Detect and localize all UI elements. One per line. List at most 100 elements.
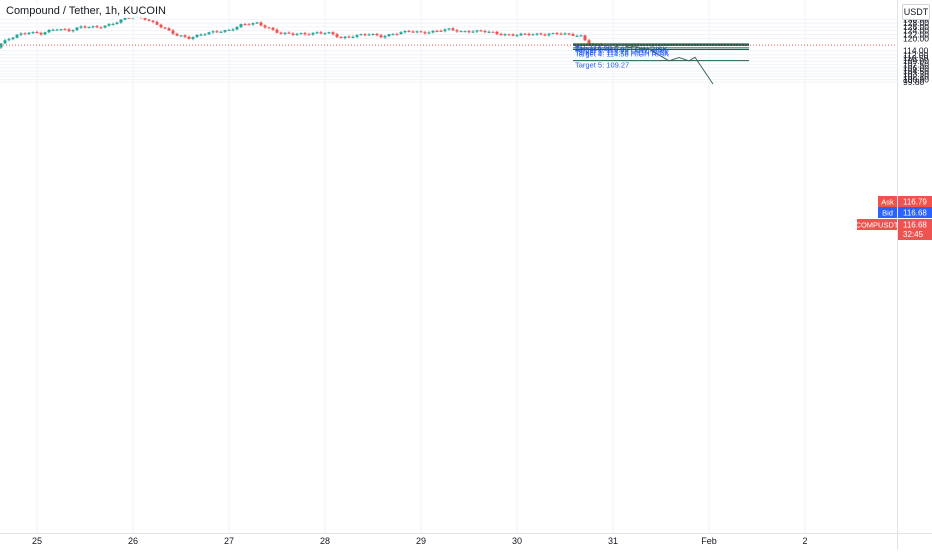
candle-body bbox=[247, 24, 251, 26]
candle-body bbox=[147, 19, 151, 21]
candle-body bbox=[299, 33, 303, 35]
candle-body bbox=[443, 29, 447, 32]
price-tick-label: 126.00 bbox=[903, 22, 929, 32]
candle-body bbox=[227, 29, 231, 31]
candle-body bbox=[75, 27, 79, 31]
candle-body bbox=[315, 32, 319, 34]
target-label: Target 5: 109.27 bbox=[575, 61, 629, 70]
target-lines: EN: 116.98Target 1: 116.60 LOW RISKTarge… bbox=[573, 43, 749, 70]
candle-body bbox=[275, 29, 279, 33]
ask-tag-value-box bbox=[898, 196, 932, 207]
candle-body bbox=[163, 27, 167, 29]
candle-body bbox=[175, 33, 179, 36]
last-symbol: COMPUSDT bbox=[856, 221, 899, 230]
candle-body bbox=[471, 31, 475, 33]
time-tick-label: 27 bbox=[224, 536, 234, 546]
time-tick-label: 30 bbox=[512, 536, 522, 546]
candle-body bbox=[287, 32, 291, 34]
time-axis[interactable]: 25 26 27 28 29 30 31 Feb 2 bbox=[0, 533, 932, 547]
price-tick-label: 99.80 bbox=[903, 77, 925, 87]
candle-body bbox=[235, 27, 239, 30]
price-tick-label: 102.10 bbox=[903, 72, 929, 82]
candle-body bbox=[11, 37, 15, 40]
candle-body bbox=[519, 33, 523, 36]
price-tick-label: 110.50 bbox=[903, 53, 929, 63]
price-tick-label: 106.00 bbox=[903, 63, 929, 73]
candle-body bbox=[507, 34, 511, 36]
candle-body bbox=[495, 31, 499, 34]
bid-tag-value: 116.68 bbox=[903, 209, 927, 218]
candle-body bbox=[355, 35, 359, 37]
candle-body bbox=[79, 26, 83, 28]
candle-body bbox=[487, 31, 491, 33]
candle-body bbox=[151, 20, 155, 22]
candle-body bbox=[291, 33, 295, 35]
price-tick-label: 107.50 bbox=[903, 59, 929, 69]
candle-body bbox=[279, 32, 283, 34]
candle-body bbox=[19, 33, 23, 35]
candle-body bbox=[423, 32, 427, 34]
candle-body bbox=[83, 26, 87, 28]
time-tick-label: 2 bbox=[802, 536, 807, 546]
candle-body bbox=[363, 34, 367, 36]
last-value-box bbox=[898, 219, 932, 240]
candle-body bbox=[179, 35, 183, 37]
price-tick-label: 112.00 bbox=[903, 50, 929, 60]
candle-body bbox=[99, 27, 103, 29]
ask-tag-label-box bbox=[878, 196, 897, 207]
projection-path bbox=[602, 43, 714, 85]
last-symbol-box bbox=[857, 219, 897, 230]
currency-unit-button[interactable]: USDT bbox=[902, 4, 930, 20]
candle-body bbox=[503, 34, 507, 36]
target-label: Target 4: 114.58 HIGH RISK bbox=[575, 49, 669, 58]
candle-body bbox=[263, 25, 267, 28]
candle-body bbox=[295, 33, 299, 35]
candle-body bbox=[563, 33, 567, 35]
candle-body bbox=[547, 33, 551, 36]
candle-body bbox=[155, 21, 159, 25]
candle-body bbox=[431, 30, 435, 33]
candle-body bbox=[543, 34, 547, 36]
candle-body bbox=[311, 32, 315, 35]
candle-body bbox=[331, 32, 335, 35]
candle-body bbox=[191, 37, 195, 39]
candle-body bbox=[435, 30, 439, 32]
candle-body bbox=[259, 22, 263, 26]
chart-title: Compound / Tether, 1h, KUCOIN bbox=[4, 4, 168, 18]
candle-body bbox=[335, 34, 339, 38]
price-tick-label: 103.30 bbox=[903, 69, 929, 79]
candle-body bbox=[391, 34, 395, 36]
candle-body bbox=[511, 34, 515, 36]
candle-body bbox=[187, 36, 191, 39]
candle-body bbox=[559, 33, 563, 35]
candle-body bbox=[399, 32, 403, 35]
candle-body bbox=[87, 27, 91, 29]
candle-body bbox=[367, 34, 371, 36]
candle-body bbox=[483, 31, 487, 33]
candle-body bbox=[0, 43, 3, 48]
candle-body bbox=[387, 34, 391, 37]
price-tick-label: 122.00 bbox=[903, 30, 929, 40]
candle-body bbox=[67, 29, 71, 32]
target-label: Target 2: 116.85 LOW RISK bbox=[575, 45, 667, 54]
candle-body bbox=[379, 35, 383, 38]
candle-body bbox=[439, 30, 443, 32]
price-tick-label: 128.00 bbox=[903, 18, 929, 28]
price-axis[interactable]: 130.00128.00126.00124.00122.00120.00114.… bbox=[897, 0, 930, 550]
candle-body bbox=[455, 30, 459, 32]
candle-body bbox=[571, 34, 575, 36]
candle-body bbox=[47, 29, 51, 33]
time-tick-label: 26 bbox=[128, 536, 138, 546]
candle-body bbox=[351, 36, 355, 38]
candle-body bbox=[343, 36, 347, 38]
candle-body bbox=[467, 31, 471, 33]
time-tick-label: 31 bbox=[608, 536, 618, 546]
price-tick-label: 109.00 bbox=[903, 56, 929, 66]
candle-body bbox=[107, 24, 111, 26]
candle-body bbox=[539, 33, 543, 35]
time-tick-label: 29 bbox=[416, 536, 426, 546]
last-value: 116.68 bbox=[903, 221, 927, 230]
